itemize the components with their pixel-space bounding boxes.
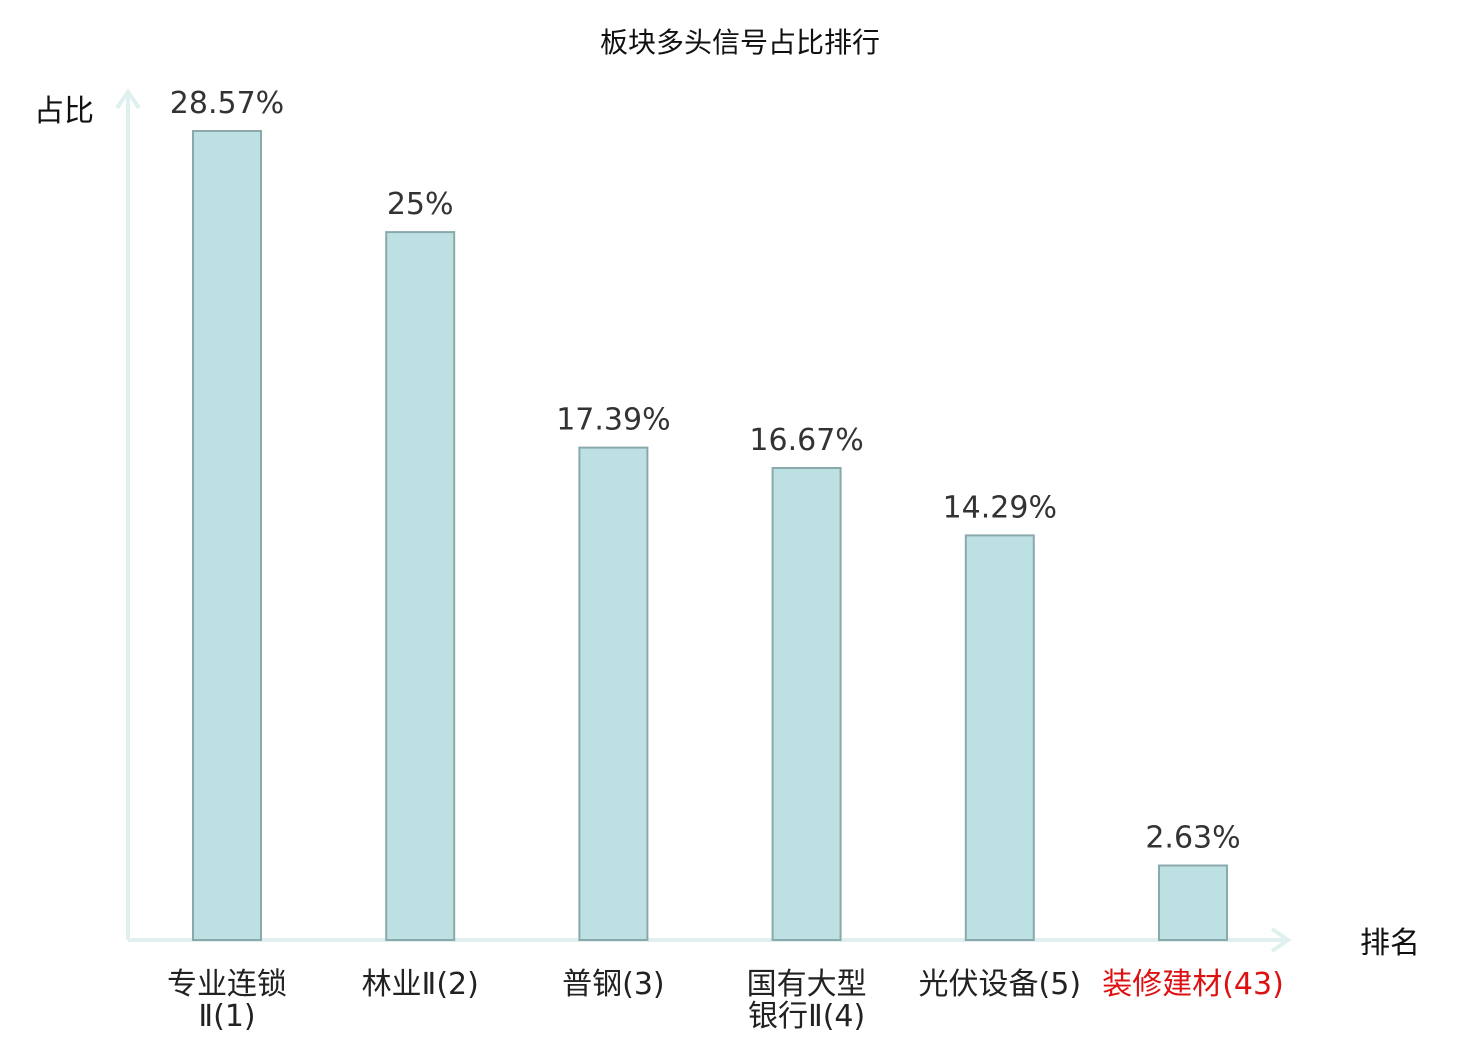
value-label-4: 16.67% <box>749 423 863 458</box>
axes <box>115 88 1292 953</box>
bar-5 <box>964 534 1035 942</box>
bar-3 <box>578 446 649 941</box>
value-label-2: 25% <box>387 187 454 222</box>
category-label-6: 装修建材(43) <box>1102 967 1284 1002</box>
x-axis-arrow <box>1270 927 1292 953</box>
value-labels-group: 28.57% 25% 17.39% 16.67% 14.29% 2.63% <box>170 86 1241 856</box>
value-label-3: 17.39% <box>556 403 670 438</box>
value-label-1: 28.57% <box>170 86 284 121</box>
category-label-2: 林业Ⅱ(2) <box>362 967 479 1002</box>
bar-2 <box>385 231 456 942</box>
category-label-1-line-1: 专业连锁 <box>167 967 287 1002</box>
value-label-5: 14.29% <box>943 490 1057 525</box>
category-label-3: 普钢(3) <box>562 967 665 1002</box>
chart-title: 板块多头信号占比排行 <box>600 26 880 59</box>
bar-1 <box>192 130 262 941</box>
bars-group <box>192 130 1228 942</box>
x-axis-label: 排名 <box>1360 926 1420 961</box>
bar-6 <box>1158 864 1228 941</box>
category-label-4-line-2: 银行Ⅱ(4) <box>748 999 865 1034</box>
y-axis-label: 占比 <box>34 94 94 129</box>
category-label-1-line-2: Ⅱ(1) <box>198 999 255 1034</box>
category-label-5: 光伏设备(5) <box>919 967 1082 1002</box>
bar-4 <box>771 467 842 941</box>
value-label-6: 2.63% <box>1145 821 1240 856</box>
category-label-4-line-1: 国有大型 <box>747 967 867 1002</box>
